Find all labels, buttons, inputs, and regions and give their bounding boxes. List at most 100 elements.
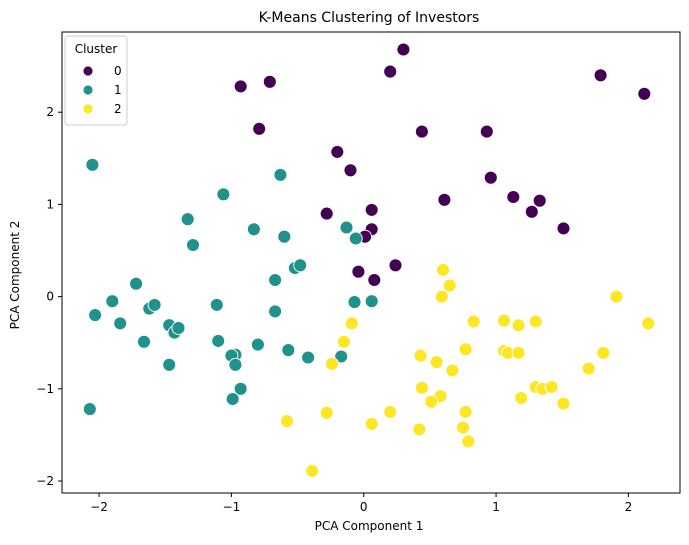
scatter-point-cluster-0	[233, 79, 248, 94]
scatter-point-cluster-0	[383, 64, 398, 79]
scatter-point-cluster-0	[252, 121, 267, 136]
scatter-point-cluster-0	[396, 42, 411, 57]
legend-title: Cluster	[75, 42, 118, 56]
scatter-point-cluster-0	[532, 193, 547, 208]
x-tick-label: −2	[90, 500, 108, 514]
x-tick-label: 2	[625, 500, 633, 514]
legend-marker-1	[82, 84, 94, 96]
scatter-point-cluster-2	[364, 416, 379, 431]
scatter-point-cluster-0	[364, 202, 379, 217]
scatter-point-cluster-2	[414, 380, 429, 395]
plot-frame	[61, 31, 681, 494]
scatter-point-cluster-1	[277, 229, 292, 244]
scatter-point-cluster-1	[147, 297, 162, 312]
scatter-point-cluster-1	[211, 333, 226, 348]
scatter-point-cluster-1	[268, 273, 283, 287]
scatter-point-cluster-0	[262, 74, 277, 89]
scatter-point-cluster-0	[479, 124, 494, 139]
scatter-point-cluster-0	[388, 258, 403, 273]
scatter-point-cluster-2	[413, 348, 428, 363]
scatter-point-cluster-1	[228, 357, 243, 372]
scatter-point-cluster-1	[88, 308, 103, 323]
scatter-point-cluster-2	[429, 355, 444, 370]
scatter-point-cluster-2	[497, 313, 511, 328]
scatter-point-cluster-2	[445, 363, 460, 378]
scatter-point-cluster-1	[347, 295, 362, 310]
scatter-point-cluster-2	[609, 289, 624, 304]
x-tick-label: 1	[492, 500, 500, 514]
y-tick-label: −2	[36, 474, 54, 488]
scatter-point-cluster-1	[186, 238, 200, 252]
scatter-point-cluster-2	[336, 334, 351, 349]
scatter-point-cluster-0	[524, 204, 539, 219]
scatter-point-cluster-1	[209, 297, 224, 312]
scatter-point-cluster-1	[281, 343, 296, 358]
scatter-point-cluster-0	[556, 221, 571, 236]
scatter-point-cluster-1	[273, 167, 288, 182]
scatter-point-cluster-1	[339, 220, 354, 235]
scatter-point-cluster-0	[319, 206, 334, 221]
scatter-point-cluster-2	[556, 396, 571, 411]
scatter-point-cluster-2	[528, 314, 543, 329]
legend-label-2: 2	[114, 102, 122, 116]
y-tick-label: 0	[46, 290, 54, 304]
scatter-point-cluster-2	[383, 404, 398, 419]
legend-label-0: 0	[114, 64, 122, 78]
legend-marker-0	[82, 65, 94, 77]
y-tick-label: 1	[46, 197, 54, 211]
x-tick-label: 0	[360, 500, 368, 514]
scatter-point-cluster-2	[436, 262, 451, 277]
legend-marker-2	[82, 103, 94, 115]
scatter-point-cluster-1	[105, 294, 120, 309]
y-axis-label: PCA Component 2	[8, 221, 22, 330]
scatter-point-cluster-1	[268, 304, 283, 319]
scatter-point-cluster-2	[581, 361, 596, 376]
points-layer	[82, 42, 656, 478]
scatter-point-cluster-1	[162, 357, 177, 372]
scatter-point-cluster-1	[82, 402, 97, 417]
scatter-point-cluster-2	[280, 414, 294, 429]
scatter-point-cluster-1	[250, 337, 265, 352]
scatter-point-cluster-2	[319, 405, 334, 420]
scatter-point-cluster-0	[593, 68, 608, 83]
scatter-point-cluster-2	[461, 434, 476, 449]
scatter-point-cluster-1	[225, 392, 240, 406]
scatter-point-cluster-0	[414, 124, 429, 139]
scatter-point-cluster-0	[330, 144, 345, 159]
scatter-point-cluster-1	[129, 276, 144, 291]
scatter-point-cluster-0	[367, 273, 382, 287]
scatter-point-cluster-1	[180, 212, 195, 227]
scatter-point-cluster-1	[301, 350, 316, 365]
chart-title: K-Means Clustering of Investors	[259, 10, 480, 26]
scatter-point-cluster-1	[113, 316, 128, 331]
scatter-point-cluster-0	[637, 86, 652, 101]
scatter-point-cluster-1	[348, 231, 363, 246]
x-axis-label: PCA Component 1	[315, 519, 424, 533]
legend: Cluster 0 1 2	[64, 35, 128, 126]
scatter-point-cluster-2	[544, 380, 559, 394]
scatter-point-cluster-0	[437, 192, 452, 207]
legend-box	[64, 35, 128, 126]
scatter-point-cluster-2	[325, 356, 339, 371]
scatter-point-cluster-0	[351, 264, 366, 279]
scatter-point-cluster-0	[343, 163, 358, 178]
scatter-point-cluster-2	[466, 314, 481, 329]
y-axis-ticks: −2 −1 0 1 2	[36, 105, 62, 488]
scatter-point-cluster-2	[434, 289, 449, 304]
scatter-point-cluster-1	[171, 321, 186, 335]
scatter-point-cluster-1	[85, 157, 100, 172]
scatter-point-cluster-1	[334, 349, 349, 364]
scatter-point-cluster-2	[412, 422, 427, 437]
scatter-point-cluster-1	[364, 294, 379, 309]
scatter-point-cluster-1	[293, 258, 308, 273]
scatter-point-cluster-1	[233, 381, 248, 396]
legend-label-1: 1	[114, 83, 122, 97]
scatter-point-cluster-1	[216, 187, 231, 202]
legend-items: 0 1 2	[82, 64, 122, 116]
scatter-point-cluster-1	[246, 222, 261, 237]
scatter-point-cluster-0	[483, 170, 498, 185]
scatter-point-cluster-0	[506, 190, 521, 204]
x-axis-ticks: −2 −1 0 1 2	[90, 493, 632, 514]
scatter-point-cluster-2	[456, 420, 470, 435]
